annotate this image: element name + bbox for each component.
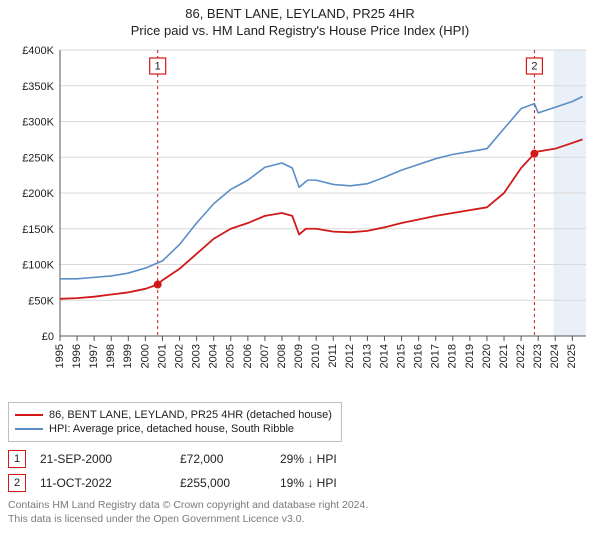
event-row: 2 11-OCT-2022£255,00019% ↓ HPI: [8, 474, 592, 492]
svg-text:2005: 2005: [225, 344, 237, 368]
svg-text:2003: 2003: [191, 344, 203, 368]
page-subtitle: Price paid vs. HM Land Registry's House …: [8, 23, 592, 38]
event-table: 1 21-SEP-2000£72,00029% ↓ HPI 2 11-OCT-2022…: [8, 450, 592, 492]
svg-text:2022: 2022: [515, 344, 527, 368]
svg-text:1: 1: [155, 60, 161, 72]
svg-text:2011: 2011: [327, 344, 339, 368]
svg-text:£100K: £100K: [22, 260, 54, 272]
legend-swatch: [15, 428, 43, 430]
svg-text:£50K: £50K: [28, 295, 54, 307]
svg-text:2013: 2013: [361, 344, 373, 368]
footer-line: Contains HM Land Registry data © Crown c…: [8, 498, 592, 512]
page-title: 86, BENT LANE, LEYLAND, PR25 4HR: [8, 6, 592, 21]
svg-text:2009: 2009: [293, 344, 305, 368]
price-chart: £0 £50K £100K £150K £200K £250K £300K £350K £400…: [8, 44, 592, 394]
svg-text:1998: 1998: [105, 344, 117, 368]
svg-text:2004: 2004: [208, 344, 220, 368]
chart-legend: 86, BENT LANE, LEYLAND, PR25 4HR (detach…: [8, 402, 342, 442]
svg-text:2002: 2002: [173, 344, 185, 368]
svg-text:2001: 2001: [156, 344, 168, 368]
svg-text:2014: 2014: [378, 344, 390, 368]
event-marker: 2: [8, 474, 26, 492]
svg-text:2008: 2008: [276, 344, 288, 368]
legend-label: 86, BENT LANE, LEYLAND, PR25 4HR (detach…: [49, 409, 332, 421]
svg-text:2018: 2018: [447, 344, 459, 368]
svg-text:1999: 1999: [122, 344, 134, 368]
svg-text:2010: 2010: [310, 344, 322, 368]
svg-text:£150K: £150K: [22, 224, 54, 236]
svg-text:£200K: £200K: [22, 188, 54, 200]
svg-text:£0: £0: [42, 331, 54, 343]
svg-text:£250K: £250K: [22, 152, 54, 164]
event-delta: 19% ↓ HPI: [280, 476, 400, 490]
legend-swatch: [15, 414, 43, 416]
svg-text:2016: 2016: [413, 344, 425, 368]
svg-text:2024: 2024: [549, 344, 561, 368]
svg-text:2007: 2007: [259, 344, 271, 368]
event-price: £255,000: [180, 476, 280, 490]
svg-text:2017: 2017: [430, 344, 442, 368]
svg-text:£350K: £350K: [22, 81, 54, 93]
svg-text:1997: 1997: [88, 344, 100, 368]
svg-text:1996: 1996: [71, 344, 83, 368]
svg-text:2023: 2023: [532, 344, 544, 368]
event-date: 11-OCT-2022: [40, 476, 180, 490]
svg-text:2025: 2025: [566, 344, 578, 368]
svg-text:2000: 2000: [139, 344, 151, 368]
svg-text:2006: 2006: [242, 344, 254, 368]
svg-text:2: 2: [531, 60, 537, 72]
event-price: £72,000: [180, 452, 280, 466]
svg-text:£400K: £400K: [22, 45, 54, 57]
svg-text:2015: 2015: [395, 344, 407, 368]
event-date: 21-SEP-2000: [40, 452, 180, 466]
svg-text:£300K: £300K: [22, 117, 54, 129]
event-row: 1 21-SEP-2000£72,00029% ↓ HPI: [8, 450, 592, 468]
footer-attribution: Contains HM Land Registry data © Crown c…: [8, 498, 592, 526]
event-delta: 29% ↓ HPI: [280, 452, 400, 466]
footer-line: This data is licensed under the Open Gov…: [8, 512, 592, 526]
svg-text:1995: 1995: [54, 344, 66, 368]
svg-text:2020: 2020: [481, 344, 493, 368]
svg-text:2019: 2019: [464, 344, 476, 368]
legend-label: HPI: Average price, detached house, Sout…: [49, 423, 294, 435]
legend-row: HPI: Average price, detached house, Sout…: [15, 423, 335, 435]
svg-text:2021: 2021: [498, 344, 510, 368]
event-marker: 1: [8, 450, 26, 468]
legend-row: 86, BENT LANE, LEYLAND, PR25 4HR (detach…: [15, 409, 335, 421]
svg-text:2012: 2012: [344, 344, 356, 368]
